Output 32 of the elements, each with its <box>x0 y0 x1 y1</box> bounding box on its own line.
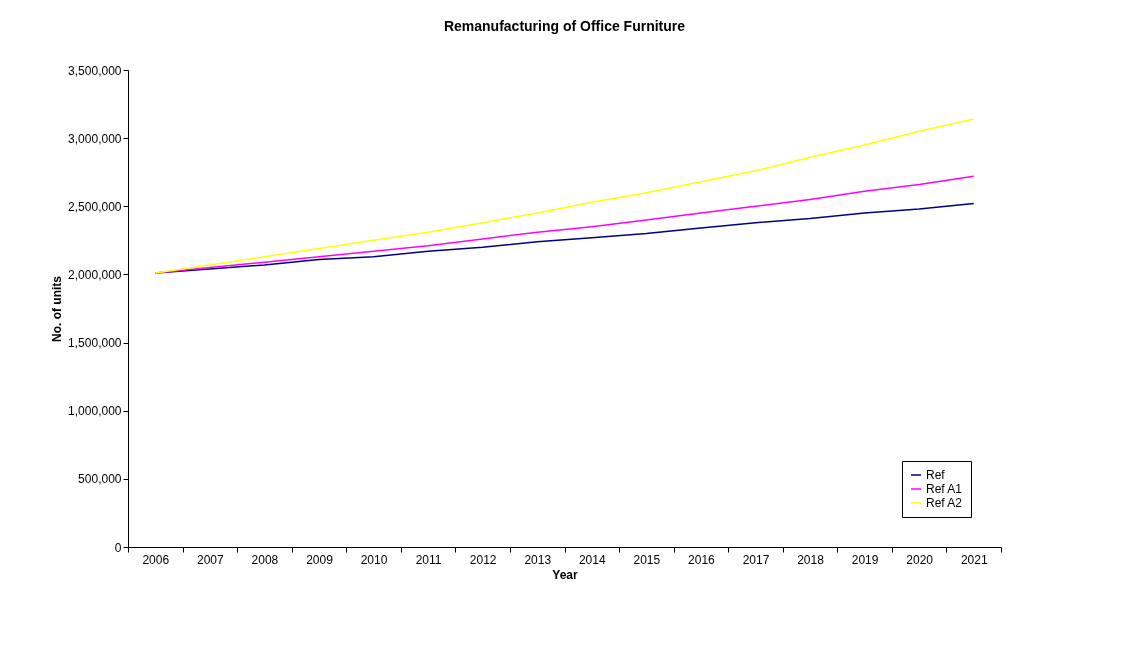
y-tick-label: 500,000 <box>78 472 122 487</box>
line-series <box>154 175 975 274</box>
x-tick-label: 2007 <box>196 552 225 567</box>
x-tick-label: 2021 <box>960 552 988 567</box>
y-tick-label: 1,500,000 <box>68 336 122 351</box>
x-tick-label: 2015 <box>633 552 661 567</box>
y-tick-label: 0 <box>114 540 122 555</box>
legend-label: Ref A2 <box>926 496 963 510</box>
x-tick-label: 2014 <box>578 552 606 567</box>
line-series <box>154 118 975 274</box>
y-tick-label: 3,000,000 <box>68 131 122 146</box>
x-tick-label: 2008 <box>251 552 279 567</box>
x-tick-label: 2012 <box>469 552 497 567</box>
x-tick-label: 2019 <box>851 552 879 567</box>
y-tick-label: 3,500,000 <box>68 63 122 78</box>
x-tick-label: 2016 <box>688 552 716 567</box>
legend-label: Ref <box>926 468 946 482</box>
x-tick-label: 2009 <box>306 552 334 567</box>
y-tick-label: 1,000,000 <box>68 404 122 419</box>
x-axis-title: Year <box>552 567 579 582</box>
x-tick-label: 2018 <box>797 552 825 567</box>
legend-label: Ref A1 <box>926 482 963 496</box>
x-tick-label: 2010 <box>360 552 388 567</box>
y-axis-title: No. of units <box>50 275 65 342</box>
x-tick-label: 2020 <box>906 552 934 567</box>
x-tick-label: 2013 <box>524 552 552 567</box>
x-tick-label: 2006 <box>142 552 170 567</box>
x-tick-label: 2011 <box>415 552 442 567</box>
y-tick-label: 2,500,000 <box>68 199 122 214</box>
chart-title: Remanufacturing of Office Furniture <box>443 18 686 34</box>
x-tick-label: 2017 <box>742 552 770 567</box>
y-tick-label: 2,000,000 <box>68 267 122 282</box>
